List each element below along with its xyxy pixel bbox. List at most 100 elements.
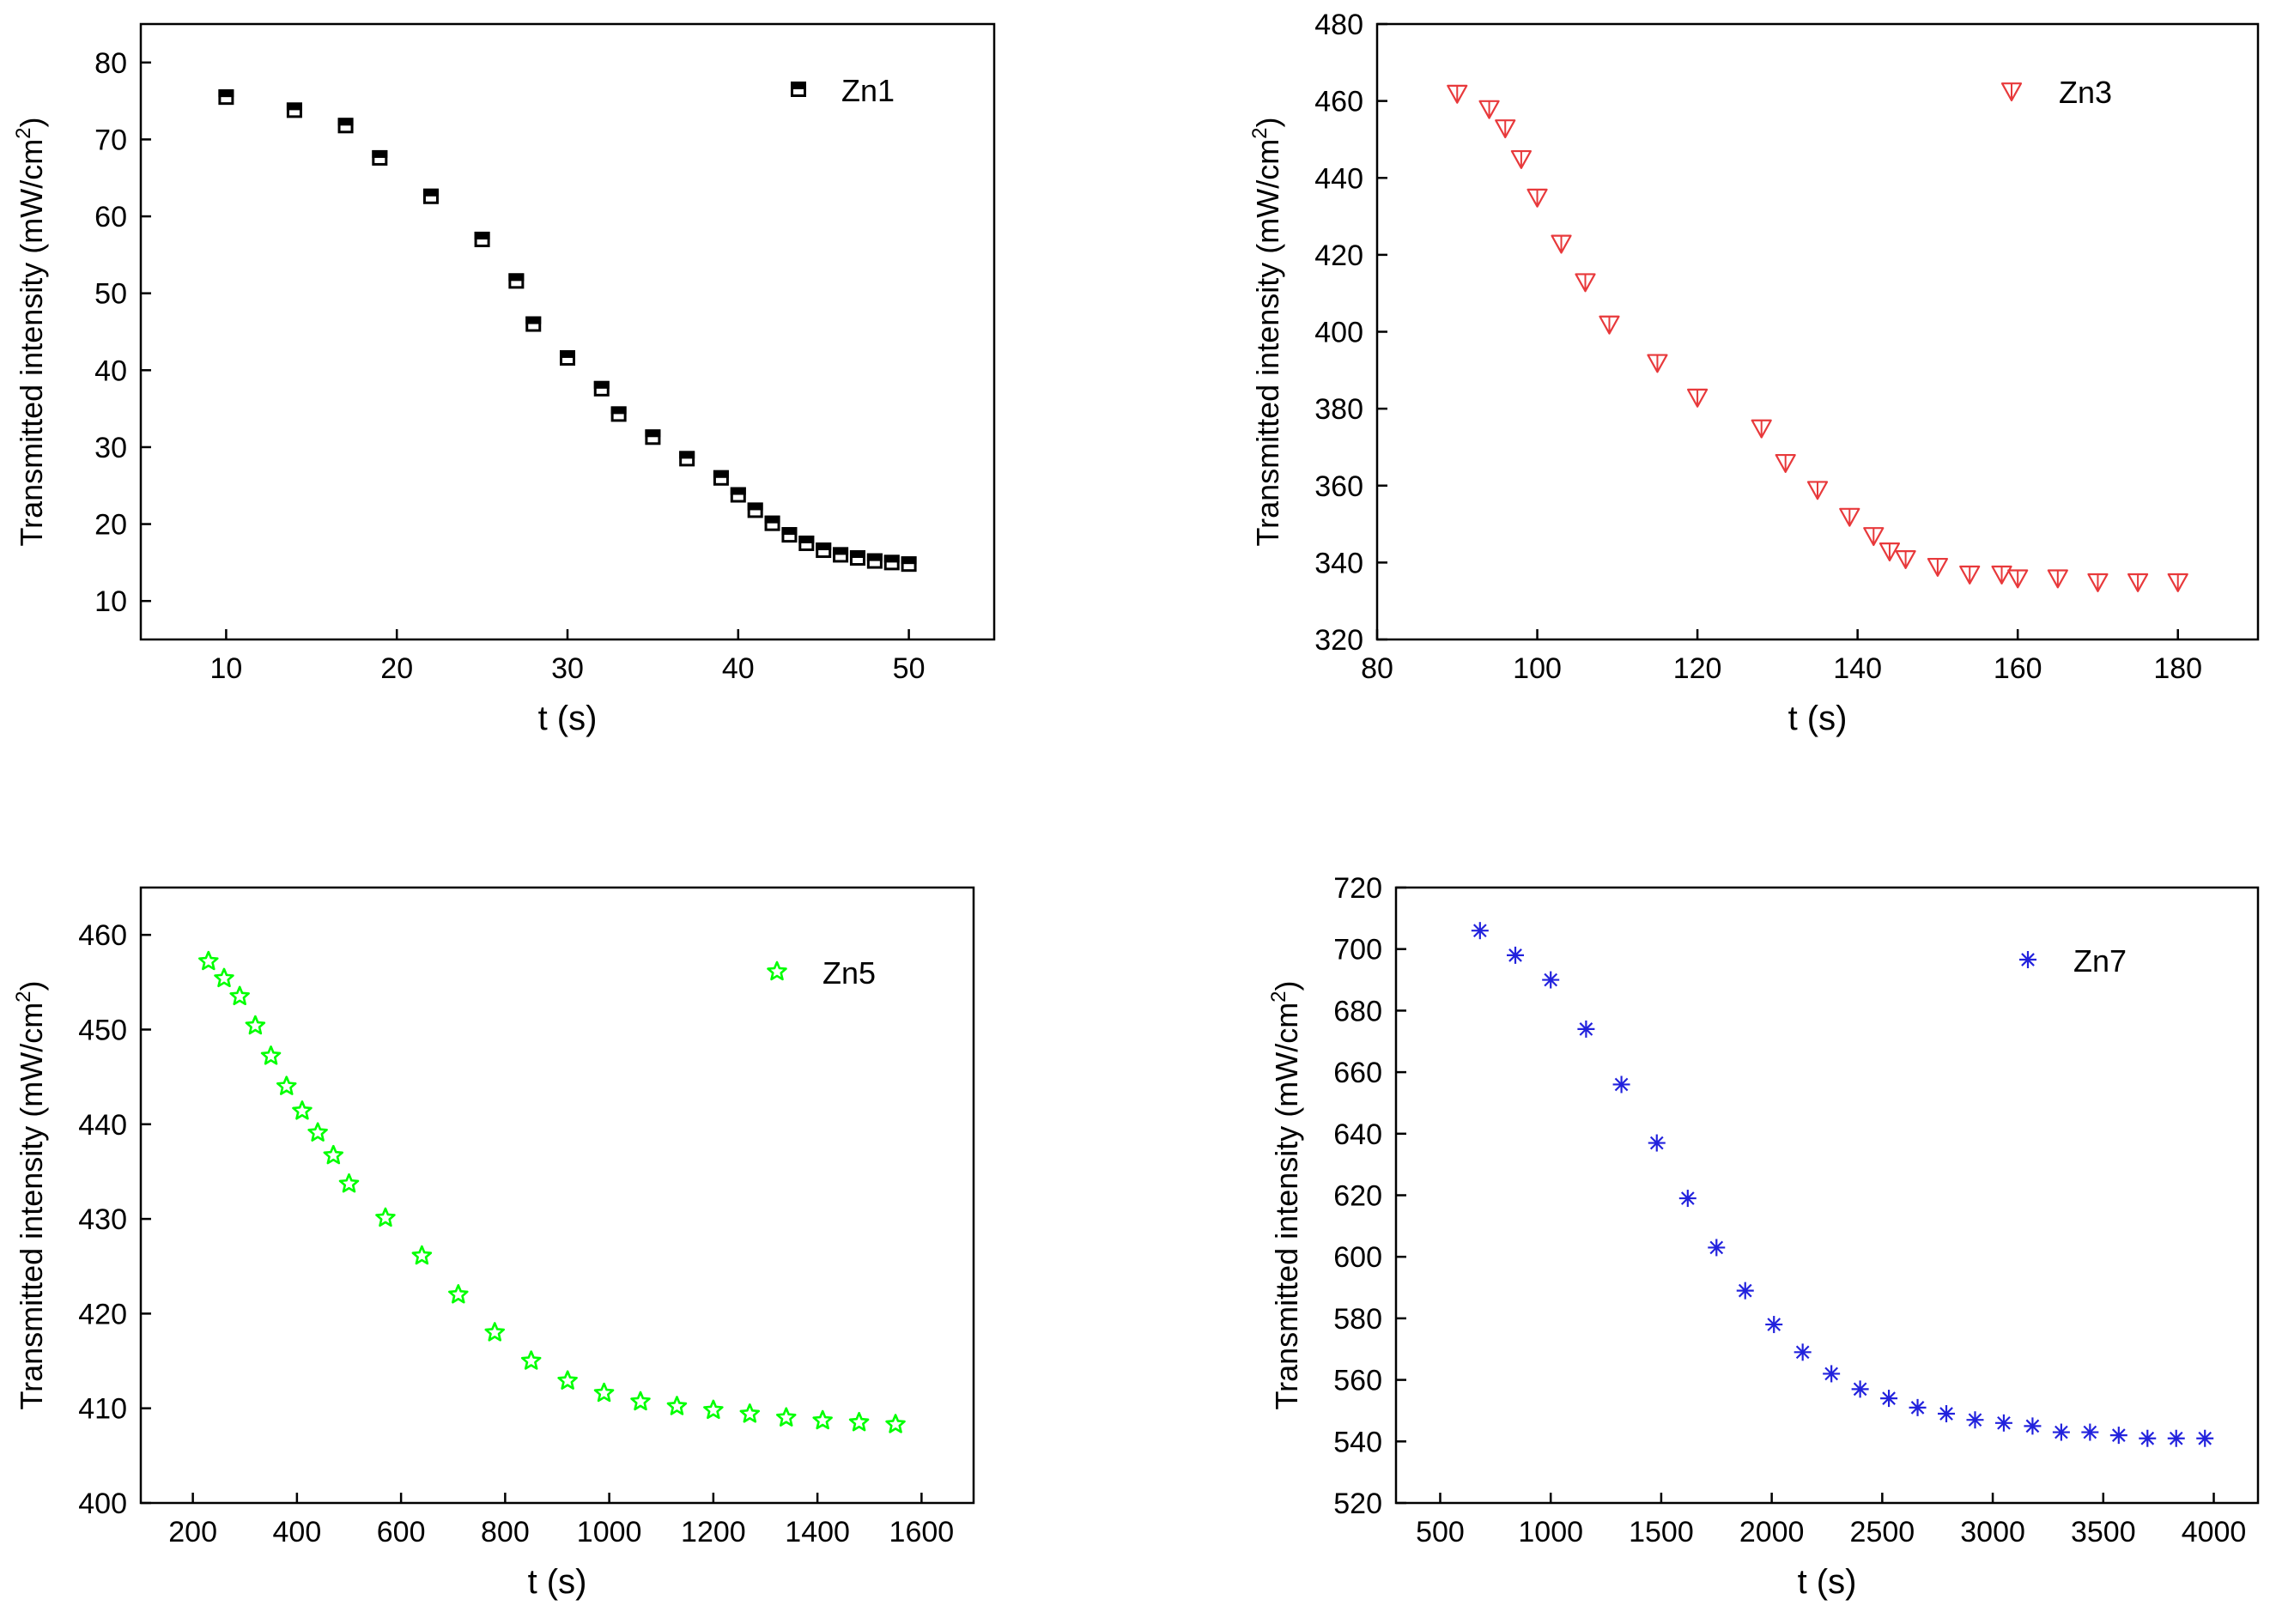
- x-tick-label: 50: [893, 652, 926, 685]
- data-point: [775, 1407, 797, 1427]
- data-point: [560, 349, 575, 366]
- data-point: [448, 1284, 469, 1304]
- data-point: [2052, 1423, 2070, 1441]
- data-point-fill: [372, 149, 388, 158]
- plot-frame: [1375, 22, 2260, 641]
- data-point: [1542, 971, 1560, 989]
- data-point: [229, 985, 250, 1006]
- x-tick-label: 600: [377, 1516, 426, 1548]
- panel-zn7: 500 1000 1500 2000 2500 3000 3500 4000 520 540 560…: [1267, 872, 2260, 1601]
- data-point: [593, 1382, 615, 1403]
- y-tick-label: 660: [1333, 1057, 1382, 1089]
- data-point: [307, 1122, 328, 1142]
- x-tick-label: 20: [380, 652, 413, 685]
- data-point-fill: [218, 89, 234, 98]
- data-point-fill: [849, 549, 865, 558]
- data-point: [1708, 1239, 1726, 1257]
- y-tick-label: 420: [1314, 239, 1363, 272]
- y-tick-label: 410: [78, 1393, 127, 1426]
- y-axis-label-main: Transmitted intensity (mW/cm: [1250, 139, 1285, 547]
- data-point: [798, 535, 815, 551]
- data-point: [1823, 1365, 1841, 1383]
- data-point: [1991, 565, 2012, 585]
- y-tick-label: 50: [94, 278, 127, 311]
- data-point-stroke: [1997, 1415, 2011, 1430]
- y-axis-label-sup: 2: [12, 127, 35, 138]
- data-point: [2087, 573, 2109, 592]
- data-point: [323, 1144, 344, 1165]
- data-point: [422, 188, 439, 204]
- data-point: [764, 515, 780, 531]
- y-tick-label: 430: [78, 1203, 127, 1236]
- data-point: [1775, 453, 1796, 473]
- data-point-outline: [781, 527, 798, 543]
- legend-label: Zn5: [822, 955, 876, 991]
- data-point: [1471, 922, 1489, 940]
- data-point-fill: [901, 556, 917, 565]
- y-tick-label: 480: [1314, 9, 1363, 41]
- x-tick-label: 2500: [1850, 1516, 1915, 1548]
- x-tick-label: 80: [1361, 652, 1393, 685]
- data-point-fill: [798, 535, 815, 543]
- y-tick-label: 30: [94, 432, 127, 464]
- x-axis-label: t (s): [1798, 1563, 1857, 1601]
- data-point-outline: [883, 554, 900, 571]
- y-tick-label: 20: [94, 509, 127, 542]
- data-point: [885, 1414, 906, 1433]
- data-point: [1994, 1414, 2012, 1432]
- data-point: [1765, 1316, 1783, 1334]
- data-point: [1879, 542, 1901, 562]
- legend-marker-stroke: [2021, 953, 2035, 967]
- data-point: [1526, 188, 1548, 208]
- data-point-outline: [679, 451, 695, 467]
- data-point-outline: [218, 89, 234, 106]
- x-tick-label: 1200: [681, 1516, 746, 1548]
- data-point-outline: [798, 535, 815, 551]
- data-point-fill: [883, 554, 900, 563]
- plot-frame: [139, 886, 975, 1505]
- x-tick-label: 140: [1833, 652, 1882, 685]
- data-point-stroke: [1882, 1391, 1896, 1405]
- data-point: [1806, 481, 1829, 500]
- data-point: [849, 549, 865, 566]
- data-point: [2167, 1429, 2185, 1447]
- data-point: [2109, 1427, 2127, 1445]
- y-axis-label-sup: 2: [1267, 991, 1290, 1002]
- x-tick-label: 160: [1994, 652, 2042, 685]
- y-axis-label-main: Transmitted intensity (mW/cm: [14, 139, 49, 547]
- data-point-fill: [560, 349, 575, 358]
- y-tick-label: 60: [94, 201, 127, 233]
- y-axis-label-close: ): [14, 117, 49, 127]
- data-point-fill: [474, 231, 490, 239]
- data-point: [679, 451, 695, 467]
- data-point-stroke: [1968, 1413, 1982, 1427]
- y-axis-label: Transmitted intensity (mW/cm2): [1248, 117, 1285, 546]
- x-tick-label: 40: [722, 652, 755, 685]
- x-tick-label: 400: [273, 1516, 322, 1548]
- y-axis-label-sup: 2: [1248, 127, 1272, 138]
- data-point-fill: [866, 553, 883, 561]
- x-tick-label: 3500: [2071, 1516, 2136, 1548]
- data-point-outline: [764, 515, 780, 531]
- data-point: [337, 118, 354, 134]
- data-point-outline: [286, 102, 302, 118]
- legend-marker: [2000, 82, 2023, 102]
- data-point-outline: [713, 470, 729, 486]
- legend-label: Zn3: [2059, 75, 2112, 110]
- data-point-fill: [713, 470, 729, 478]
- data-point: [812, 1409, 833, 1430]
- data-point: [338, 1173, 360, 1193]
- x-tick-label: 800: [481, 1516, 530, 1548]
- data-point-stroke: [1709, 1240, 1724, 1255]
- y-tick-label: 580: [1333, 1303, 1382, 1336]
- data-point: [2024, 1417, 2042, 1435]
- data-point: [1863, 527, 1885, 547]
- data-point-stroke: [1680, 1191, 1695, 1205]
- data-point-stroke: [2055, 1425, 2068, 1439]
- y-axis-label-close: ): [1269, 980, 1304, 991]
- x-axis-label: t (s): [538, 700, 598, 737]
- data-point: [1794, 1343, 1812, 1361]
- data-point-stroke: [1910, 1401, 1925, 1415]
- y-tick-label: 440: [1314, 162, 1363, 195]
- data-point-outline: [816, 542, 832, 559]
